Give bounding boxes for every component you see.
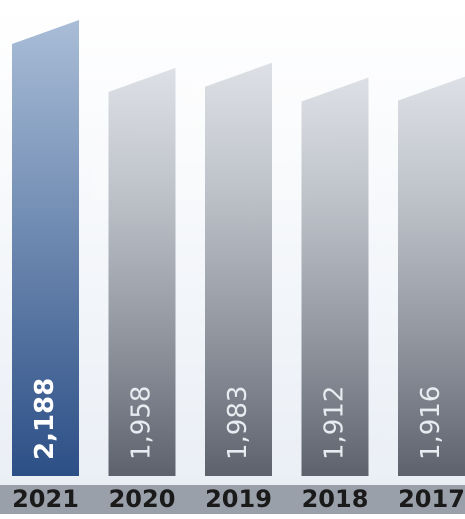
category-label: 2020 bbox=[109, 485, 176, 513]
bar-value-label: 1,912 bbox=[320, 386, 350, 460]
category-label: 2017 bbox=[398, 485, 465, 513]
bars-layer bbox=[12, 20, 465, 477]
bar-value-label: 2,188 bbox=[30, 378, 60, 460]
bar-2018 bbox=[301, 77, 369, 476]
category-axis-band bbox=[0, 485, 465, 514]
labels-layer: 2,188 2021 1,958 2020 1,983 2019 1,912 2018 1,91… bbox=[12, 378, 465, 513]
bar-value-label: 1,983 bbox=[223, 386, 253, 460]
bar-2020 bbox=[108, 67, 176, 476]
bar-value-label: 1,958 bbox=[127, 386, 157, 460]
bar-2021 bbox=[12, 20, 79, 476]
bar-value-label: 1,916 bbox=[416, 386, 446, 460]
bar-2017 bbox=[398, 76, 465, 477]
category-label: 2018 bbox=[302, 485, 369, 513]
bar-2019 bbox=[205, 62, 272, 477]
category-label: 2021 bbox=[12, 485, 79, 513]
category-label: 2019 bbox=[205, 485, 272, 513]
